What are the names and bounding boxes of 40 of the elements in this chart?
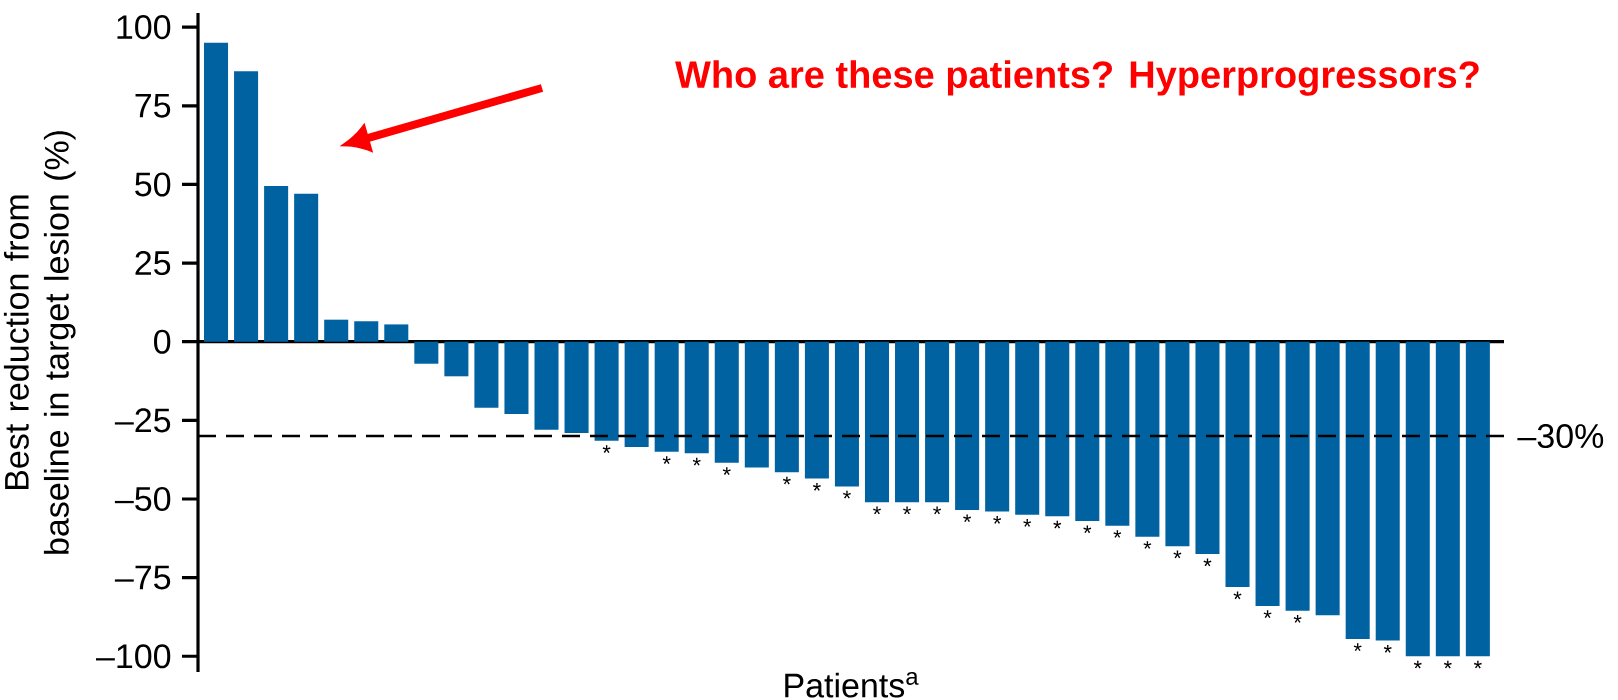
data-label: * xyxy=(692,457,701,466)
data-label: * xyxy=(1443,660,1452,669)
ref-line-label: –30% xyxy=(1517,424,1604,449)
x-axis-title: Patients$^{a}$ xyxy=(785,671,919,698)
data-label: * xyxy=(1173,550,1182,559)
data-label: * xyxy=(843,490,851,499)
data-label: * xyxy=(1473,660,1482,669)
y-tick-label: 0 xyxy=(154,329,171,354)
y-axis-title: Best reduction from baseline in target lesion (%) xyxy=(3,131,76,554)
data-label: * xyxy=(602,445,611,453)
data-label: * xyxy=(993,515,1002,524)
data-label: * xyxy=(903,506,911,515)
data-label: * xyxy=(1053,520,1062,529)
data-label: * xyxy=(873,506,881,515)
data-label: * xyxy=(1113,530,1122,538)
data-label: * xyxy=(1263,610,1272,619)
data-label: * xyxy=(1413,660,1422,669)
y-tick-label: –25 xyxy=(114,408,171,433)
data-label: * xyxy=(1353,643,1362,652)
data-label: * xyxy=(1143,541,1152,549)
data-label: * xyxy=(1023,519,1032,527)
y-tick-label: –75 xyxy=(114,565,171,590)
data-label: * xyxy=(1383,644,1392,653)
data-label: * xyxy=(812,482,821,491)
data-label: * xyxy=(1083,525,1092,534)
y-tick-label: –50 xyxy=(114,486,171,512)
data-label: * xyxy=(1293,615,1302,623)
data-label: * xyxy=(722,467,731,475)
y-tick-label: 75 xyxy=(135,93,171,118)
data-label: * xyxy=(933,506,942,515)
y-tick-label: 25 xyxy=(135,251,171,276)
y-tick-label: 100 xyxy=(117,15,171,40)
data-label: * xyxy=(662,456,671,464)
data-label: * xyxy=(963,514,972,523)
data-label: * xyxy=(1233,591,1242,600)
y-tick-label: –100 xyxy=(95,644,171,669)
y-tick-label: 50 xyxy=(135,172,171,197)
annotation: Who are these patients? Hyperprogressors? xyxy=(675,60,1479,96)
data-label: * xyxy=(782,476,791,485)
data-label: * xyxy=(1203,558,1212,567)
